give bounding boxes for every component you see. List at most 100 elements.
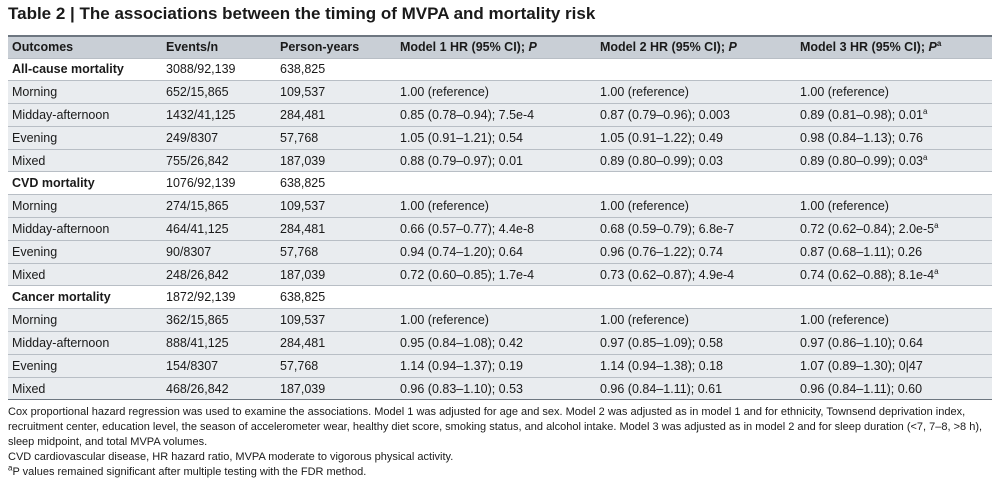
table-cell: 0.89 (0.80–0.99); 0.03a bbox=[796, 148, 992, 172]
table-cell: 0.72 (0.60–0.85); 1.7e-4 bbox=[396, 262, 596, 286]
cell-text: 0.96 (0.76–1.22); 0.74 bbox=[600, 244, 724, 259]
table-row: Morning 362/15,865 109,537 1.00 (reference)… bbox=[8, 308, 992, 332]
cell-text: 1.00 (reference) bbox=[400, 85, 489, 100]
cell-text: Cancer mortality bbox=[12, 290, 111, 305]
cell-text: 1.00 (reference) bbox=[800, 199, 889, 214]
table-cell: Mixed bbox=[8, 262, 162, 286]
table-cell: Midday-afternoon bbox=[8, 331, 162, 355]
cell-text: 0.89 (0.80–0.99); 0.03 bbox=[800, 153, 924, 168]
table-body: All-cause mortality 3088/92,139 638,825 Mor… bbox=[8, 57, 992, 401]
table-cell: 0.74 (0.62–0.88); 8.1e-4a bbox=[796, 262, 992, 286]
cell-text: 0.96 (0.84–1.11); 0.60 bbox=[800, 381, 923, 396]
table-cell: 0.96 (0.83–1.10); 0.53 bbox=[396, 376, 596, 401]
table-cell: 0.66 (0.57–0.77); 4.4e-8 bbox=[396, 217, 596, 241]
table-cell: Mixed bbox=[8, 148, 162, 172]
header-model-1: Model 1 HR (95% CI); P bbox=[396, 35, 596, 58]
table-cell: 1.14 (0.94–1.37); 0.19 bbox=[396, 353, 596, 378]
cell-text: 0.68 (0.59–0.79); 6.8e-7 bbox=[600, 221, 735, 236]
table-cell: 1.00 (reference) bbox=[396, 80, 596, 104]
cell-text: 1.00 (reference) bbox=[400, 313, 489, 328]
header-model-3-text: Model 3 HR (95% CI); P bbox=[800, 40, 937, 55]
cell-text: 284,481 bbox=[280, 221, 326, 236]
cell-text: 3088/92,139 bbox=[166, 62, 236, 77]
table-cell: 0.68 (0.59–0.79); 6.8e-7 bbox=[596, 217, 796, 241]
cell-text: 0.88 (0.79–0.97); 0.01 bbox=[400, 153, 524, 168]
table-title: Table 2 | The associations between the t… bbox=[8, 4, 596, 23]
table-cell: 109,537 bbox=[276, 194, 396, 218]
cell-text: Morning bbox=[12, 199, 58, 214]
cell-text: Mixed bbox=[12, 381, 46, 396]
table-cell: 1872/92,139 bbox=[162, 285, 276, 309]
table-row: Midday-afternoon 1432/41,125 284,481 0.85 (… bbox=[8, 103, 992, 127]
table-cell: 187,039 bbox=[276, 262, 396, 286]
cell-text: 888/41,125 bbox=[166, 335, 229, 350]
table-cell: 464/41,125 bbox=[162, 217, 276, 241]
table-cell: 0.88 (0.79–0.97); 0.01 bbox=[396, 148, 596, 172]
table-cell: 0.72 (0.62–0.84); 2.0e-5a bbox=[796, 217, 992, 241]
table-cell: 274/15,865 bbox=[162, 194, 276, 218]
cell-text: Evening bbox=[12, 358, 58, 373]
table-cell: Mixed bbox=[8, 376, 162, 401]
significance-sup: a bbox=[934, 220, 939, 230]
cell-text: All-cause mortality bbox=[12, 62, 124, 77]
cell-text: 284,481 bbox=[280, 335, 326, 350]
cell-text: 464/41,125 bbox=[166, 221, 229, 236]
cell-text: 638,825 bbox=[280, 62, 326, 77]
table-cell: 1.00 (reference) bbox=[396, 194, 596, 218]
cell-text: 249/8307 bbox=[166, 130, 219, 145]
cell-text: 1.07 (0.89–1.30); 0|47 bbox=[800, 358, 923, 373]
table-cell bbox=[796, 171, 992, 195]
table-cell: 0.96 (0.76–1.22); 0.74 bbox=[596, 239, 796, 264]
cell-text: Evening bbox=[12, 130, 58, 145]
cell-text: 362/15,865 bbox=[166, 313, 229, 328]
header-outcomes: Outcomes bbox=[8, 35, 162, 58]
table-cell: 755/26,842 bbox=[162, 148, 276, 172]
cell-text: 57,768 bbox=[280, 244, 319, 259]
significance-sup: a bbox=[934, 266, 939, 276]
table-cell: 57,768 bbox=[276, 125, 396, 150]
table-cell: 248/26,842 bbox=[162, 262, 276, 286]
table-row: Mixed 755/26,842 187,039 0.88 (0.79–0.97); … bbox=[8, 148, 992, 172]
header-events: Events/n bbox=[162, 35, 276, 58]
table-cell: 1.00 (reference) bbox=[396, 308, 596, 332]
table-cell: 3088/92,139 bbox=[162, 57, 276, 81]
cell-text: 0.97 (0.86–1.10); 0.64 bbox=[800, 335, 924, 350]
cell-text: CVD mortality bbox=[12, 176, 95, 191]
table-cell: Evening bbox=[8, 125, 162, 150]
cell-text: 109,537 bbox=[280, 199, 326, 214]
cell-text: 187,039 bbox=[280, 267, 326, 282]
cell-text: Evening bbox=[12, 244, 58, 259]
cell-text: 0.94 (0.74–1.20); 0.64 bbox=[400, 244, 524, 259]
cell-text: 0.87 (0.79–0.96); 0.003 bbox=[600, 107, 730, 122]
table-cell: 90/8307 bbox=[162, 239, 276, 264]
cell-text: 1432/41,125 bbox=[166, 107, 236, 122]
cell-text: 187,039 bbox=[280, 153, 326, 168]
table-cell: CVD mortality bbox=[8, 171, 162, 195]
cell-text: 90/8307 bbox=[166, 244, 212, 259]
cell-text: 248/26,842 bbox=[166, 267, 229, 282]
table-cell: 57,768 bbox=[276, 353, 396, 378]
table-cell: 249/8307 bbox=[162, 125, 276, 150]
footnote-methods: Cox proportional hazard regression was u… bbox=[8, 406, 983, 448]
table-cell: 0.97 (0.86–1.10); 0.64 bbox=[796, 331, 992, 355]
cell-text: 0.95 (0.84–1.08); 0.42 bbox=[400, 335, 524, 350]
cell-text: 1.00 (reference) bbox=[600, 199, 689, 214]
significance-sup: a bbox=[923, 152, 928, 162]
table-cell: All-cause mortality bbox=[8, 57, 162, 81]
table-cell: 1.05 (0.91–1.22); 0.49 bbox=[596, 125, 796, 150]
table-cell: 0.95 (0.84–1.08); 0.42 bbox=[396, 331, 596, 355]
table-cell: 187,039 bbox=[276, 148, 396, 172]
p-italic: P bbox=[928, 40, 937, 55]
table-cell: 284,481 bbox=[276, 217, 396, 241]
table-cell: 1076/92,139 bbox=[162, 171, 276, 195]
table-cell: 0.87 (0.79–0.96); 0.003 bbox=[596, 103, 796, 127]
table-cell bbox=[796, 285, 992, 309]
cell-text: Midday-afternoon bbox=[12, 107, 110, 122]
table-header-row: Outcomes Events/n Person-years Model 1 H… bbox=[8, 35, 992, 58]
table-cell: Midday-afternoon bbox=[8, 103, 162, 127]
table-cell: 1.00 (reference) bbox=[596, 194, 796, 218]
cell-text: 0.89 (0.81–0.98); 0.01 bbox=[800, 107, 924, 122]
cell-text: 1.14 (0.94–1.37); 0.19 bbox=[400, 358, 524, 373]
cell-text: 57,768 bbox=[280, 130, 319, 145]
table-cell: 0.96 (0.84–1.11); 0.61 bbox=[596, 376, 796, 401]
